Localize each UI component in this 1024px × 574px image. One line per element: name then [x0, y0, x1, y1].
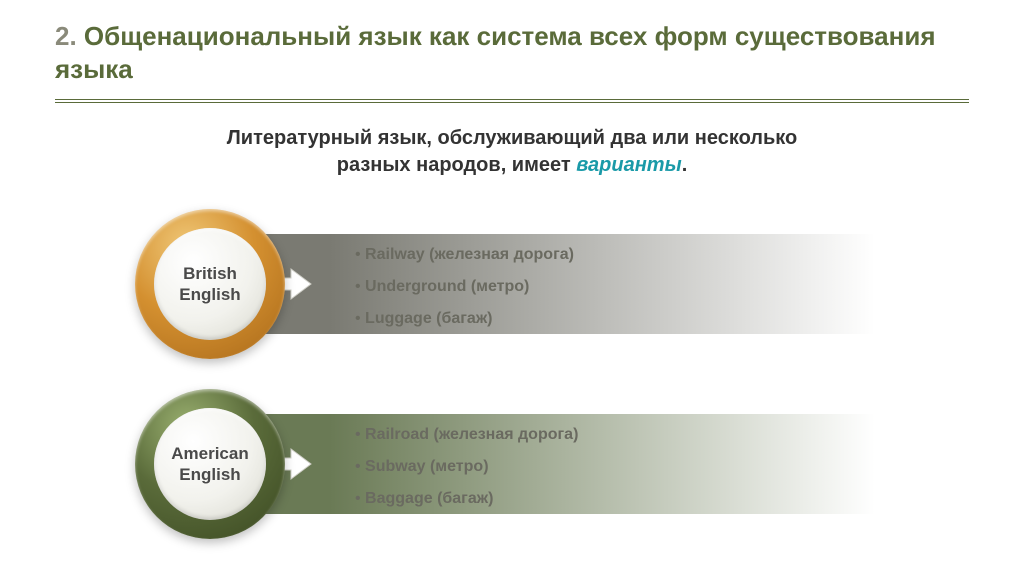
- variant-badge: British English: [135, 209, 285, 359]
- bullet-translation: (багаж): [436, 310, 492, 327]
- subtitle: Литературный язык, обслуживающий два или…: [55, 125, 969, 179]
- bullet-term: Railroad: [365, 426, 433, 443]
- variant-row: British English • Railway (железная дорог…: [55, 209, 969, 359]
- bullet-translation: (железная дорога): [429, 246, 574, 263]
- bullet-term: Baggage: [365, 490, 437, 507]
- bullet-item: • Subway (метро): [355, 451, 578, 483]
- bullet-translation: (метро): [430, 458, 489, 475]
- variant-badge: American English: [135, 389, 285, 539]
- bullet-translation: (железная дорога): [434, 426, 579, 443]
- bullet-item: • Luggage (багаж): [355, 303, 574, 335]
- bullet-term: Railway: [365, 246, 429, 263]
- bullet-dot-icon: •: [355, 310, 365, 327]
- bullet-term: Luggage: [365, 310, 436, 327]
- subtitle-line2-prefix: разных народов, имеет: [337, 154, 576, 176]
- bullet-item: • Railroad (железная дорога): [355, 419, 578, 451]
- subtitle-em: варианты: [576, 154, 681, 176]
- bullet-dot-icon: •: [355, 278, 365, 295]
- subtitle-line1: Литературный язык, обслуживающий два или…: [227, 127, 798, 149]
- variant-label: British English: [154, 228, 266, 340]
- variant-row: American English • Railroad (железная дор…: [55, 389, 969, 539]
- subtitle-line2-suffix: .: [682, 154, 688, 176]
- bullet-dot-icon: •: [355, 490, 365, 507]
- slide-title-text: Общенациональный язык как система всех ф…: [55, 21, 936, 84]
- bullet-translation: (багаж): [437, 490, 493, 507]
- bullet-dot-icon: •: [355, 426, 365, 443]
- bullet-translation: (метро): [471, 278, 530, 295]
- bullet-term: Subway: [365, 458, 430, 475]
- bullet-item: • Railway (железная дорога): [355, 239, 574, 271]
- bullet-dot-icon: •: [355, 246, 365, 263]
- bullet-list: • Railroad (железная дорога)• Subway (ме…: [355, 419, 578, 515]
- bullet-item: • Baggage (багаж): [355, 483, 578, 515]
- variant-label: American English: [154, 408, 266, 520]
- slide-number: 2.: [55, 21, 77, 51]
- bullet-list: • Railway (железная дорога)• Underground…: [355, 239, 574, 335]
- slide-title: 2. Общенациональный язык как система все…: [55, 20, 969, 85]
- rows-container: British English • Railway (железная дорог…: [55, 209, 969, 539]
- bullet-dot-icon: •: [355, 458, 365, 475]
- title-divider: [55, 99, 969, 103]
- bullet-item: • Underground (метро): [355, 271, 574, 303]
- bullet-term: Underground: [365, 278, 471, 295]
